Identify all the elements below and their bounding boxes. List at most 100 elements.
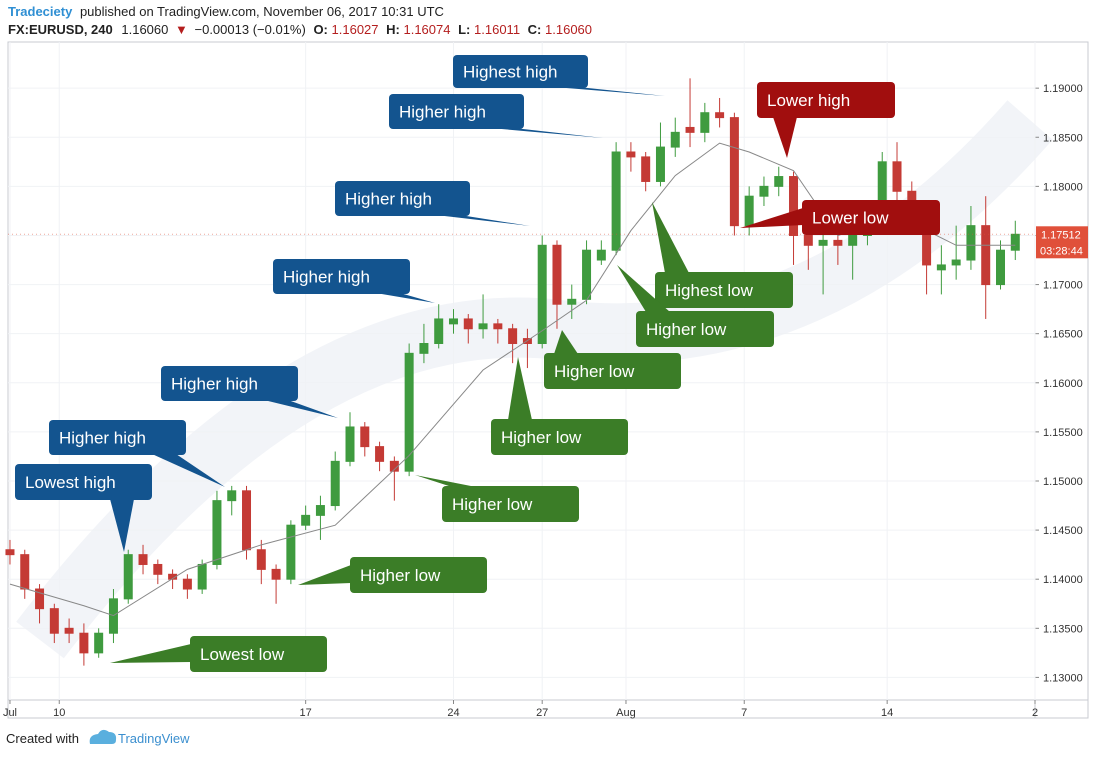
last-price: 1.16060 [121, 22, 168, 37]
callout: Lowest high [15, 464, 152, 552]
candle-body [153, 563, 163, 575]
candle-body [655, 146, 665, 182]
candle-body [375, 446, 385, 462]
candle-body [212, 500, 222, 565]
c-value: 1.16060 [545, 22, 592, 37]
callout-box [389, 94, 524, 129]
published: published on TradingView.com, November 0… [80, 4, 444, 19]
candle-body [951, 259, 961, 266]
callout-pointer [264, 400, 338, 418]
y-tick-label: 1.15500 [1043, 427, 1083, 439]
tradingview-logo[interactable]: TradingView [89, 729, 190, 746]
candle-body [123, 554, 133, 600]
candle-body [596, 249, 606, 261]
candle-body [789, 176, 799, 236]
change-arrow: ▼ [175, 22, 188, 37]
callout-box [161, 366, 298, 401]
o-value: 1.16027 [332, 22, 379, 37]
candle-body [803, 234, 813, 246]
callout: Higher low [617, 265, 774, 347]
callout-pointer [110, 644, 191, 663]
callout-text: Higher high [59, 429, 146, 448]
candle-body [330, 460, 340, 507]
candle-body [537, 244, 547, 345]
callout-text: Higher low [554, 362, 635, 381]
candle-body [759, 185, 769, 197]
callout: Higher low [298, 557, 487, 593]
callout: Higher low [491, 357, 628, 455]
candle-body [700, 112, 710, 133]
callout-text: Higher high [283, 268, 370, 287]
callout-box [190, 636, 327, 672]
callout-text: Lowest high [25, 473, 116, 492]
callout-box [544, 353, 681, 389]
header-line-1: Tradeciety published on TradingView.com,… [8, 4, 444, 19]
x-tick-label: 2 [1032, 707, 1038, 719]
candle-body [567, 298, 577, 305]
candle-body [670, 131, 680, 148]
y-tick-label: 1.17000 [1043, 280, 1083, 292]
callout: Higher high [49, 420, 225, 487]
callout-text: Highest high [463, 63, 558, 82]
candle-body [774, 176, 784, 187]
candle-body [64, 627, 74, 634]
callout-box [757, 82, 895, 118]
candle-body [892, 161, 902, 192]
author-link[interactable]: Tradeciety [8, 4, 73, 19]
candle-body [626, 151, 636, 158]
callout: Lower low [740, 200, 940, 235]
timer: 03:28:44 [1040, 245, 1083, 257]
callout-text: Higher low [360, 566, 441, 585]
callout-box [15, 464, 152, 500]
y-tick-label: 1.14500 [1043, 525, 1083, 537]
callout-pointer [436, 215, 530, 226]
candle-body [478, 323, 488, 330]
y-tick-label: 1.19000 [1043, 83, 1083, 95]
y-tick-label: 1.18000 [1043, 181, 1083, 193]
o-label: O: [313, 22, 327, 37]
candle-body [996, 249, 1006, 286]
x-tick-label: 27 [536, 707, 548, 719]
callout-text: Higher high [171, 375, 258, 394]
callout-pointer [298, 565, 351, 585]
candle-body [1010, 233, 1020, 251]
candle-body [271, 568, 281, 580]
candle-body [582, 249, 592, 300]
callout-pointer [110, 499, 134, 552]
candle-body [966, 225, 976, 261]
x-tick-label: 14 [881, 707, 893, 719]
change: −0.00013 (−0.01%) [195, 22, 306, 37]
price-tag-bg [1036, 226, 1088, 259]
callout-pointer [508, 357, 532, 420]
footer-brand: TradingView [118, 731, 190, 746]
x-tick-label: Jul [3, 707, 17, 719]
x-tick-label: 7 [741, 707, 747, 719]
candle-body [419, 343, 429, 354]
callout-text: Higher high [345, 190, 432, 209]
h-value: 1.16074 [403, 22, 450, 37]
candle-body [315, 505, 325, 516]
candle-body [5, 549, 15, 556]
candle-body [434, 318, 444, 345]
l-label: L: [458, 22, 470, 37]
callout-box [49, 420, 186, 455]
x-tick-label: 17 [300, 707, 312, 719]
watermark [16, 100, 1053, 659]
callout: Higher high [389, 94, 603, 138]
candle-body [552, 244, 562, 305]
callout-box [636, 311, 774, 347]
callout-pointer [415, 475, 476, 487]
callout-box [442, 486, 579, 522]
c-label: C: [528, 22, 542, 37]
callout-text: Higher low [501, 428, 582, 447]
candle-body [818, 239, 828, 246]
candle-body [227, 490, 237, 502]
callout-pointer [554, 330, 578, 354]
y-tick-label: 1.14000 [1043, 574, 1083, 586]
callout-pointer [652, 202, 689, 273]
y-tick-label: 1.15000 [1043, 476, 1083, 488]
candle-body [936, 264, 946, 271]
callout: Higher low [544, 330, 681, 389]
callout: Lowest low [110, 636, 327, 672]
